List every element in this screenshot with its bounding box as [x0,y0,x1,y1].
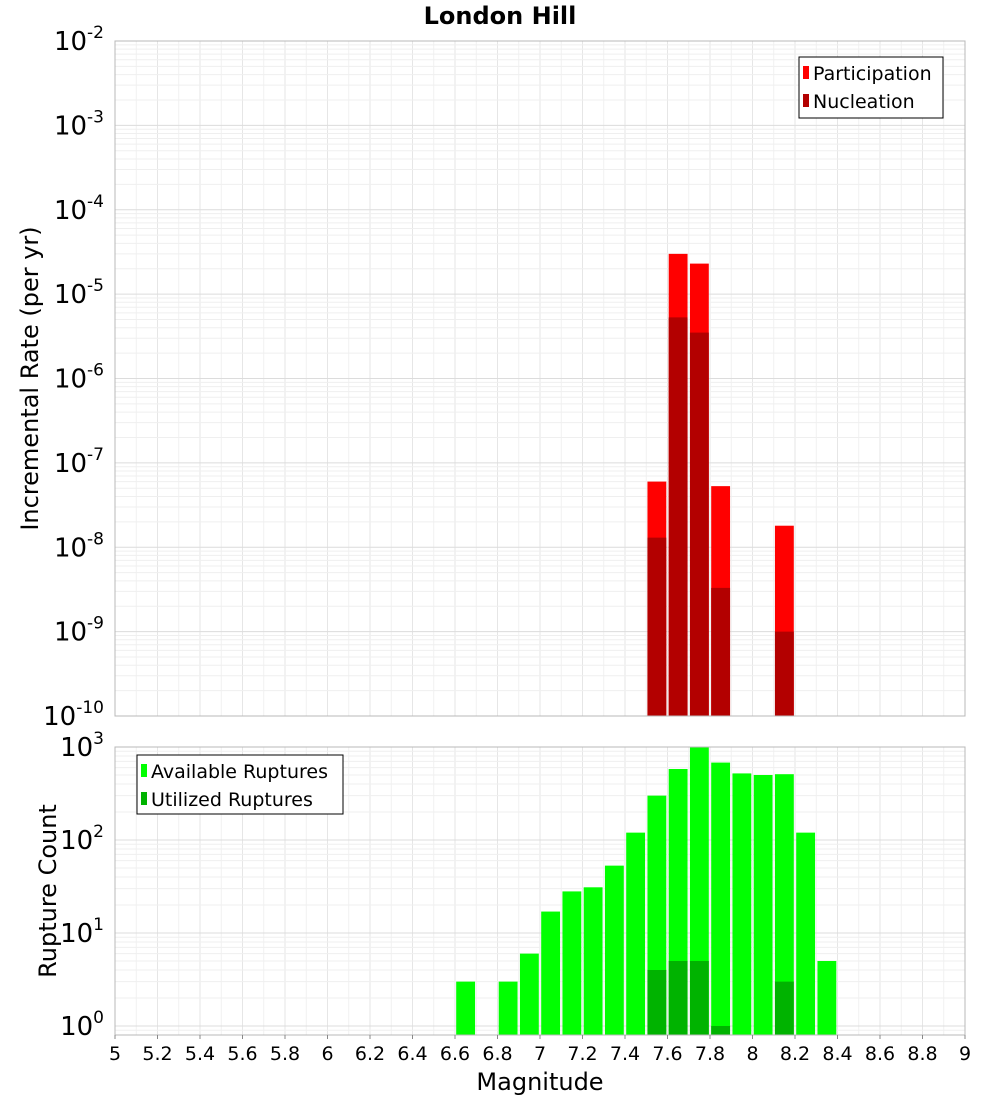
y-tick-label: 10-2 [54,23,104,57]
bar-utilized-ruptures [647,969,667,1035]
y-tick-label: 100 [60,1008,104,1042]
y-tick-label: 10-7 [54,445,104,479]
bar-available-ruptures [753,774,773,1035]
bar-utilized-ruptures [689,960,709,1035]
bar-nucleation [668,317,688,716]
legend-box [136,754,344,815]
bar-available-ruptures [711,762,731,1035]
y-axis-label: Incremental Rate (per yr) [16,226,44,530]
x-tick-label: 8.6 [865,1043,895,1065]
y-tick-label: 10-9 [54,614,104,648]
x-tick-label: 8.2 [780,1043,810,1065]
legend-swatch [141,792,147,805]
bar-available-ruptures [774,774,794,1035]
legend-label: Utilized Ruptures [151,789,313,811]
x-tick-label: 8.4 [822,1043,852,1065]
bar-available-ruptures [456,981,476,1035]
y-tick-label: 10-4 [54,192,104,226]
bottom-panel-count: 100 101 102 103 Rupture Count Available Ruptu… [34,729,966,1042]
y-tick-label: 10-3 [54,107,104,141]
plot-frame [114,40,966,717]
y-tick-label: 10-10 [43,698,104,732]
legend-swatch [803,94,809,107]
legend-swatch [803,66,809,79]
x-tick-label: 5.8 [270,1043,300,1065]
bar-available-ruptures [732,773,752,1035]
x-tick-label: 6.2 [355,1043,385,1065]
x-tick-label: 9 [959,1043,971,1065]
bar-available-ruptures [817,960,837,1035]
x-tick-label: 8 [746,1043,758,1065]
legend: Available Ruptures Utilized Ruptures [136,754,344,815]
x-tick-label: 7.2 [567,1043,597,1065]
bar-available-ruptures [626,832,646,1035]
x-tick-label: 5.2 [142,1043,172,1065]
bar-utilized-ruptures [668,960,688,1035]
x-axis-label: Magnitude [476,1068,603,1096]
bar-utilized-ruptures [774,981,794,1035]
x-tick-label: 6 [321,1043,333,1065]
chart-title: London Hill [424,2,577,30]
bar-nucleation [711,587,731,716]
bar-utilized-ruptures [711,1025,731,1035]
legend-label: Participation [813,63,932,85]
x-tick-label: 6.4 [397,1043,427,1065]
y-tick-label: 10-6 [54,361,104,395]
bar-nucleation [774,631,794,716]
y-tick-label: 103 [60,729,104,763]
legend-swatch [141,764,147,777]
legend: Participation Nucleation [798,56,944,119]
x-tick-label: 7.6 [652,1043,682,1065]
bar-nucleation [689,332,709,716]
x-tick-label: 7.8 [695,1043,725,1065]
x-axis: 5 5.2 5.4 5.6 5.8 6 6.2 6.4 6.6 6.8 7 7.2 7.4 7.6 7.8 8… [109,1035,971,1065]
bar-available-ruptures [604,865,624,1035]
bar-available-ruptures [498,981,518,1035]
top-panel-rate: 10-10 10-9 10-8 10-7 10-6 10-5 10-4 10-3 10-2 Inc… [16,23,966,732]
x-tick-label: 6.8 [482,1043,512,1065]
x-tick-label: 6.6 [440,1043,470,1065]
x-tick-label: 7.4 [610,1043,640,1065]
bar-available-ruptures [562,891,582,1035]
y-axis-label: Rupture Count [34,804,62,978]
legend-label: Nucleation [813,91,915,113]
bar-nucleation [647,537,667,716]
y-tick-label: 10-5 [54,276,104,310]
bar-available-ruptures [583,887,603,1035]
bar-available-ruptures [519,953,539,1035]
x-tick-label: 5.6 [227,1043,257,1065]
x-tick-label: 5.4 [185,1043,215,1065]
y-tick-label: 101 [60,915,104,949]
legend-box [798,56,944,119]
legend-label: Available Ruptures [151,761,328,783]
x-tick-label: 8.8 [907,1043,937,1065]
x-tick-label: 5 [109,1043,121,1065]
bar-available-ruptures [796,832,816,1035]
x-tick-label: 7 [534,1043,546,1065]
y-tick-label: 10-8 [54,529,104,563]
y-tick-label: 102 [60,822,104,856]
bar-available-ruptures [541,911,561,1035]
